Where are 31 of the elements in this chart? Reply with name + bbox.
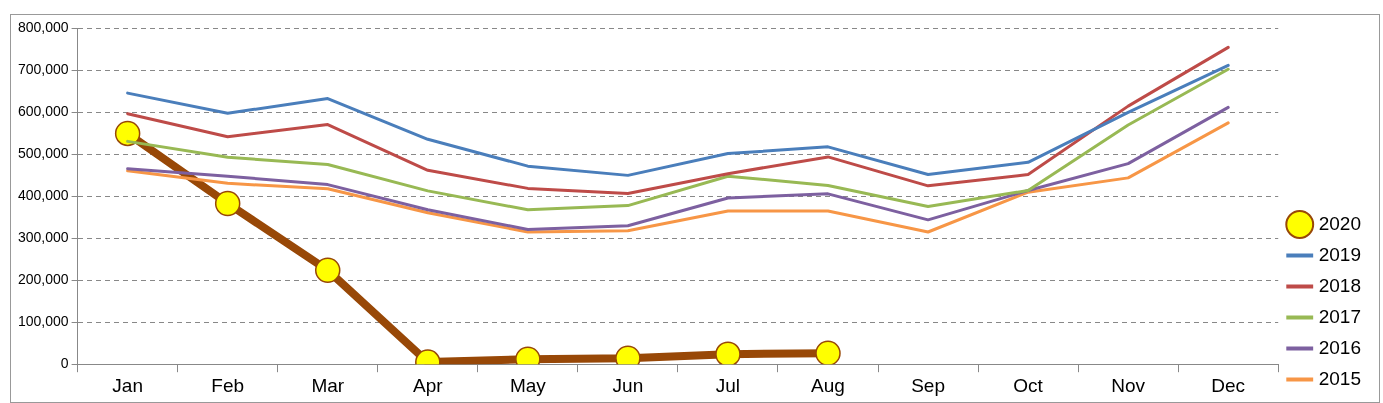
x-tick-label: Aug: [811, 374, 845, 396]
x-tick-label: Jan: [112, 374, 143, 396]
point: [114, 120, 141, 147]
x-tick-label: Jul: [715, 374, 741, 396]
x-tick-label: Apr: [413, 374, 444, 396]
x-tick-label: Jun: [612, 374, 644, 396]
x-tick-label: Mar: [311, 374, 345, 396]
legend-label: 2019: [1318, 243, 1362, 265]
y-tick-label: 200,000: [18, 271, 69, 288]
y-tick-label: 500,000: [18, 145, 69, 162]
x-tick-label: Dec: [1211, 374, 1246, 396]
legend-label: 2016: [1318, 336, 1362, 358]
y-tick-label: 700,000: [18, 61, 69, 78]
point: [715, 341, 741, 365]
point: [314, 257, 341, 283]
legend-label: 2018: [1318, 274, 1362, 296]
x-tick-label: Sep: [911, 374, 945, 396]
y-tick-label: 400,000: [18, 187, 69, 204]
y-tick-label: 0: [60, 355, 69, 372]
x-tick-label: May: [509, 374, 547, 396]
y-tick-label: 800,000: [18, 19, 69, 36]
x-tick-label: Feb: [211, 374, 245, 396]
x-tick-label: Nov: [1111, 374, 1146, 396]
x-tick-label: Oct: [1013, 374, 1044, 396]
y-tick-label: 100,000: [18, 313, 69, 330]
legend-label: 2020: [1318, 212, 1362, 234]
y-tick-label: 300,000: [18, 229, 69, 246]
legend-label: 2017: [1318, 305, 1362, 327]
point: [214, 190, 241, 217]
y-tick-label: 600,000: [18, 103, 69, 120]
legend-label: 2015: [1318, 367, 1362, 389]
